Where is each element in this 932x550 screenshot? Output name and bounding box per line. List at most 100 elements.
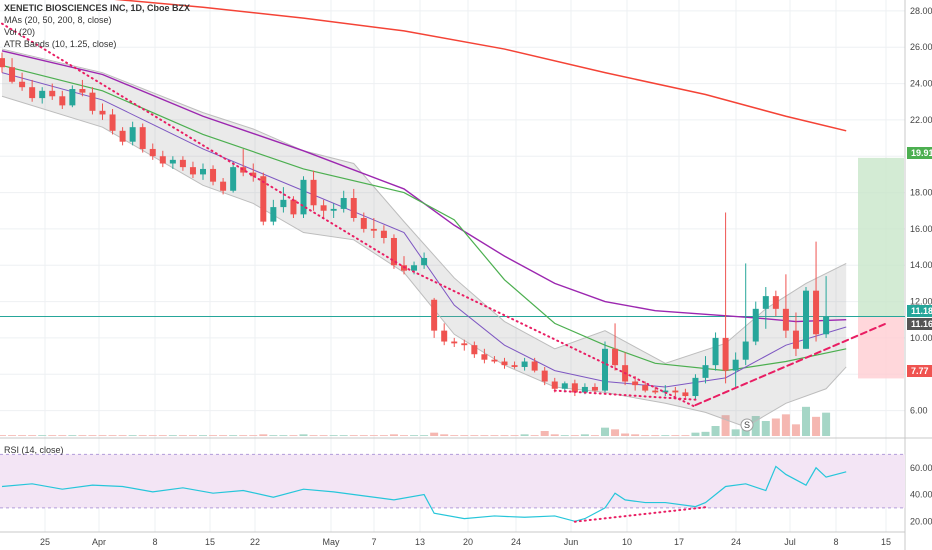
volume-bar — [590, 435, 599, 436]
candle-body — [571, 383, 578, 393]
time-axis[interactable]: 25 Apr 8 15 22 May 7 13 20 24 Jun 10 17 24 Jul 8 15 — [40, 537, 891, 547]
candle-body — [270, 207, 277, 222]
legend-atr[interactable]: ATR Bands (10, 1.25, close) — [4, 39, 117, 49]
volume-bar — [721, 415, 730, 436]
candle-body — [541, 370, 548, 382]
volume-bar — [219, 435, 228, 436]
candle-body — [340, 198, 347, 209]
candle-body — [280, 199, 287, 208]
candle-body — [19, 81, 26, 88]
volume-bar — [510, 435, 519, 436]
candle-body — [722, 337, 729, 371]
volume-bar — [279, 435, 288, 436]
time-tick: 17 — [674, 537, 684, 547]
candle-body — [59, 96, 66, 106]
volume-bar — [178, 435, 187, 436]
candle-body — [380, 230, 387, 238]
candle-body — [782, 308, 789, 331]
candle-body — [431, 299, 438, 331]
volume-bar — [631, 434, 640, 436]
candle-body — [99, 110, 106, 115]
candle-body — [823, 316, 830, 335]
legend-vol[interactable]: Vol (20) — [4, 27, 36, 37]
volume-bar — [88, 435, 97, 436]
candle-body — [591, 386, 598, 391]
volume-bar — [822, 412, 831, 436]
rsi-band — [0, 454, 905, 508]
volume-bar — [601, 427, 609, 436]
trendline — [553, 389, 697, 401]
volume-bar — [400, 435, 408, 436]
trendline — [694, 322, 888, 407]
candle-body — [481, 354, 488, 360]
time-tick: 25 — [40, 537, 50, 547]
candle-body — [179, 159, 186, 168]
volume-bar — [490, 435, 499, 436]
candle-body — [310, 179, 317, 206]
volume-bar — [349, 435, 358, 436]
candle-body — [742, 341, 749, 360]
volume-bar — [18, 435, 27, 436]
candle-body — [0, 58, 5, 68]
trendlines[interactable]: S — [1, 22, 888, 432]
candle-body — [39, 90, 46, 99]
candle-body — [250, 172, 257, 177]
volume-bar — [681, 435, 690, 436]
time-tick: 24 — [511, 537, 521, 547]
volume-bar — [319, 435, 328, 436]
time-tick: 8 — [833, 537, 838, 547]
chart-legend: XENETIC BIOSCIENCES INC, 1D, Cboe BZX MA… — [4, 2, 190, 50]
time-tick: 7 — [371, 537, 376, 547]
candle-body — [652, 390, 659, 393]
price-axis[interactable]: 28.00 26.00 24.00 22.00 20.00 18.00 16.00 14.00… — [910, 6, 932, 526]
rsi-legend[interactable]: RSI (14, close) — [4, 445, 64, 455]
volume-bar — [209, 435, 218, 436]
volume-bar — [570, 435, 579, 436]
candle-body — [612, 348, 619, 366]
candle-body — [360, 218, 367, 229]
volume-bar — [249, 435, 258, 436]
legend-mas[interactable]: MAs (20, 50, 200, 8, close) — [4, 15, 112, 25]
price-tick: 26.00 — [910, 42, 932, 52]
volume-bar — [259, 434, 268, 436]
candle-body — [290, 199, 297, 215]
candle-body — [632, 381, 639, 386]
candle-body — [441, 330, 448, 342]
volume-bar — [540, 431, 549, 436]
candle-body — [49, 90, 56, 97]
volume-bar — [48, 435, 57, 436]
candle-body — [220, 181, 227, 191]
price-tick: 28.00 — [910, 6, 932, 16]
candle-body — [240, 167, 247, 173]
candle-body — [300, 179, 307, 215]
candle-body — [551, 381, 558, 389]
volume-bar — [430, 432, 439, 436]
volume-bar — [98, 435, 107, 436]
price-tick: 6.00 — [910, 406, 928, 416]
candle-body — [189, 167, 196, 175]
volume-bar — [309, 435, 318, 436]
candle-body — [561, 383, 568, 389]
volume-bar — [38, 435, 47, 436]
volume-bar — [410, 435, 419, 436]
candle-body — [89, 92, 96, 111]
volume-bar — [460, 435, 469, 436]
volume-bar — [470, 435, 479, 436]
symbol-title[interactable]: XENETIC BIOSCIENCES INC, 1D, Cboe BZX — [4, 3, 191, 13]
volume-bar — [731, 429, 740, 436]
candle-body — [79, 89, 86, 93]
volume-bar — [480, 435, 489, 436]
candle-body — [411, 265, 418, 271]
volume-bar — [289, 435, 298, 436]
candle-body — [9, 67, 16, 82]
candle-body — [320, 205, 327, 211]
candle-body — [531, 361, 538, 371]
volume-bar — [188, 435, 197, 436]
volume-bar — [641, 435, 650, 436]
time-tick: 13 — [415, 537, 425, 547]
candle-body — [792, 330, 799, 349]
volume-bar — [440, 434, 449, 436]
candle-body — [471, 345, 478, 355]
price-tick: 18.00 — [910, 188, 932, 198]
